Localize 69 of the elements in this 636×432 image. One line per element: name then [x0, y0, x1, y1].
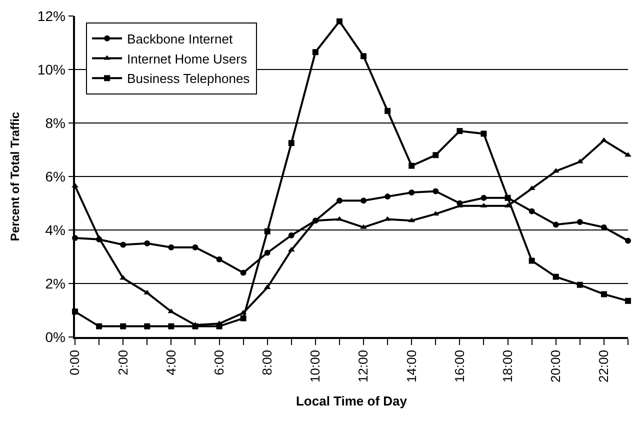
- point: [625, 298, 631, 304]
- x-tick-label: 6:00: [211, 350, 226, 376]
- point: [384, 108, 391, 114]
- point: [240, 270, 246, 276]
- x-tick-label: 14:00: [404, 350, 419, 382]
- point: [552, 222, 559, 228]
- x-tick-label: 16:00: [452, 350, 467, 382]
- legend-label: Backbone Internet: [127, 31, 233, 46]
- point: [432, 188, 439, 194]
- y-tick-label: 8%: [45, 114, 66, 131]
- point: [576, 218, 583, 225]
- point: [624, 152, 632, 157]
- point: [336, 18, 342, 24]
- y-tick-label: 0%: [45, 328, 66, 345]
- point: [168, 244, 174, 250]
- point: [336, 198, 342, 204]
- point: [360, 53, 367, 60]
- point: [144, 323, 150, 330]
- x-tick-label: 20:00: [548, 350, 564, 382]
- point: [600, 137, 608, 142]
- point: [504, 194, 511, 201]
- y-tick-label: 2%: [45, 275, 66, 292]
- point: [408, 190, 415, 196]
- x-tick-label: 22:00: [596, 350, 612, 382]
- point: [264, 250, 270, 256]
- point: [408, 162, 415, 169]
- point: [288, 140, 294, 146]
- point: [288, 232, 294, 238]
- point: [576, 282, 583, 288]
- point: [625, 238, 631, 244]
- point: [432, 152, 439, 158]
- x-tick-label: 8:00: [260, 350, 275, 376]
- x-tick-label: 2:00: [115, 350, 130, 376]
- point: [600, 291, 607, 298]
- point: [384, 194, 391, 200]
- legend-label: Internet Home Users: [127, 51, 248, 66]
- y-tick-label: 6%: [45, 168, 66, 184]
- point: [168, 323, 174, 330]
- x-tick-label: 18:00: [500, 350, 516, 382]
- y-tick-label: 10%: [37, 61, 66, 78]
- x-tick-label: 12:00: [356, 350, 371, 382]
- point: [120, 242, 126, 248]
- point: [264, 228, 270, 234]
- point: [216, 256, 222, 262]
- point: [528, 208, 535, 214]
- y-tick-label: 12%: [37, 8, 66, 24]
- x-axis-title: Local Time of Day: [296, 394, 408, 409]
- point: [312, 49, 318, 56]
- y-axis-title: Percent of Total Traffic: [8, 112, 22, 242]
- point: [144, 240, 150, 246]
- point: [528, 258, 535, 264]
- legend-label: Business Telephones: [127, 71, 250, 86]
- point: [96, 235, 102, 240]
- x-tick-label: 0:00: [67, 350, 82, 376]
- point: [480, 194, 487, 201]
- point: [552, 274, 559, 280]
- point: [360, 224, 367, 229]
- x-tick-label: 4:00: [163, 350, 178, 376]
- y-tick-label: 4%: [45, 222, 66, 238]
- point: [120, 323, 126, 330]
- point: [480, 130, 487, 137]
- point: [360, 198, 367, 204]
- point: [240, 315, 246, 322]
- x-tick-label: 10:00: [308, 350, 323, 382]
- point: [192, 244, 198, 250]
- point: [192, 323, 198, 330]
- point: [456, 128, 463, 134]
- point: [216, 323, 222, 330]
- point: [96, 323, 102, 330]
